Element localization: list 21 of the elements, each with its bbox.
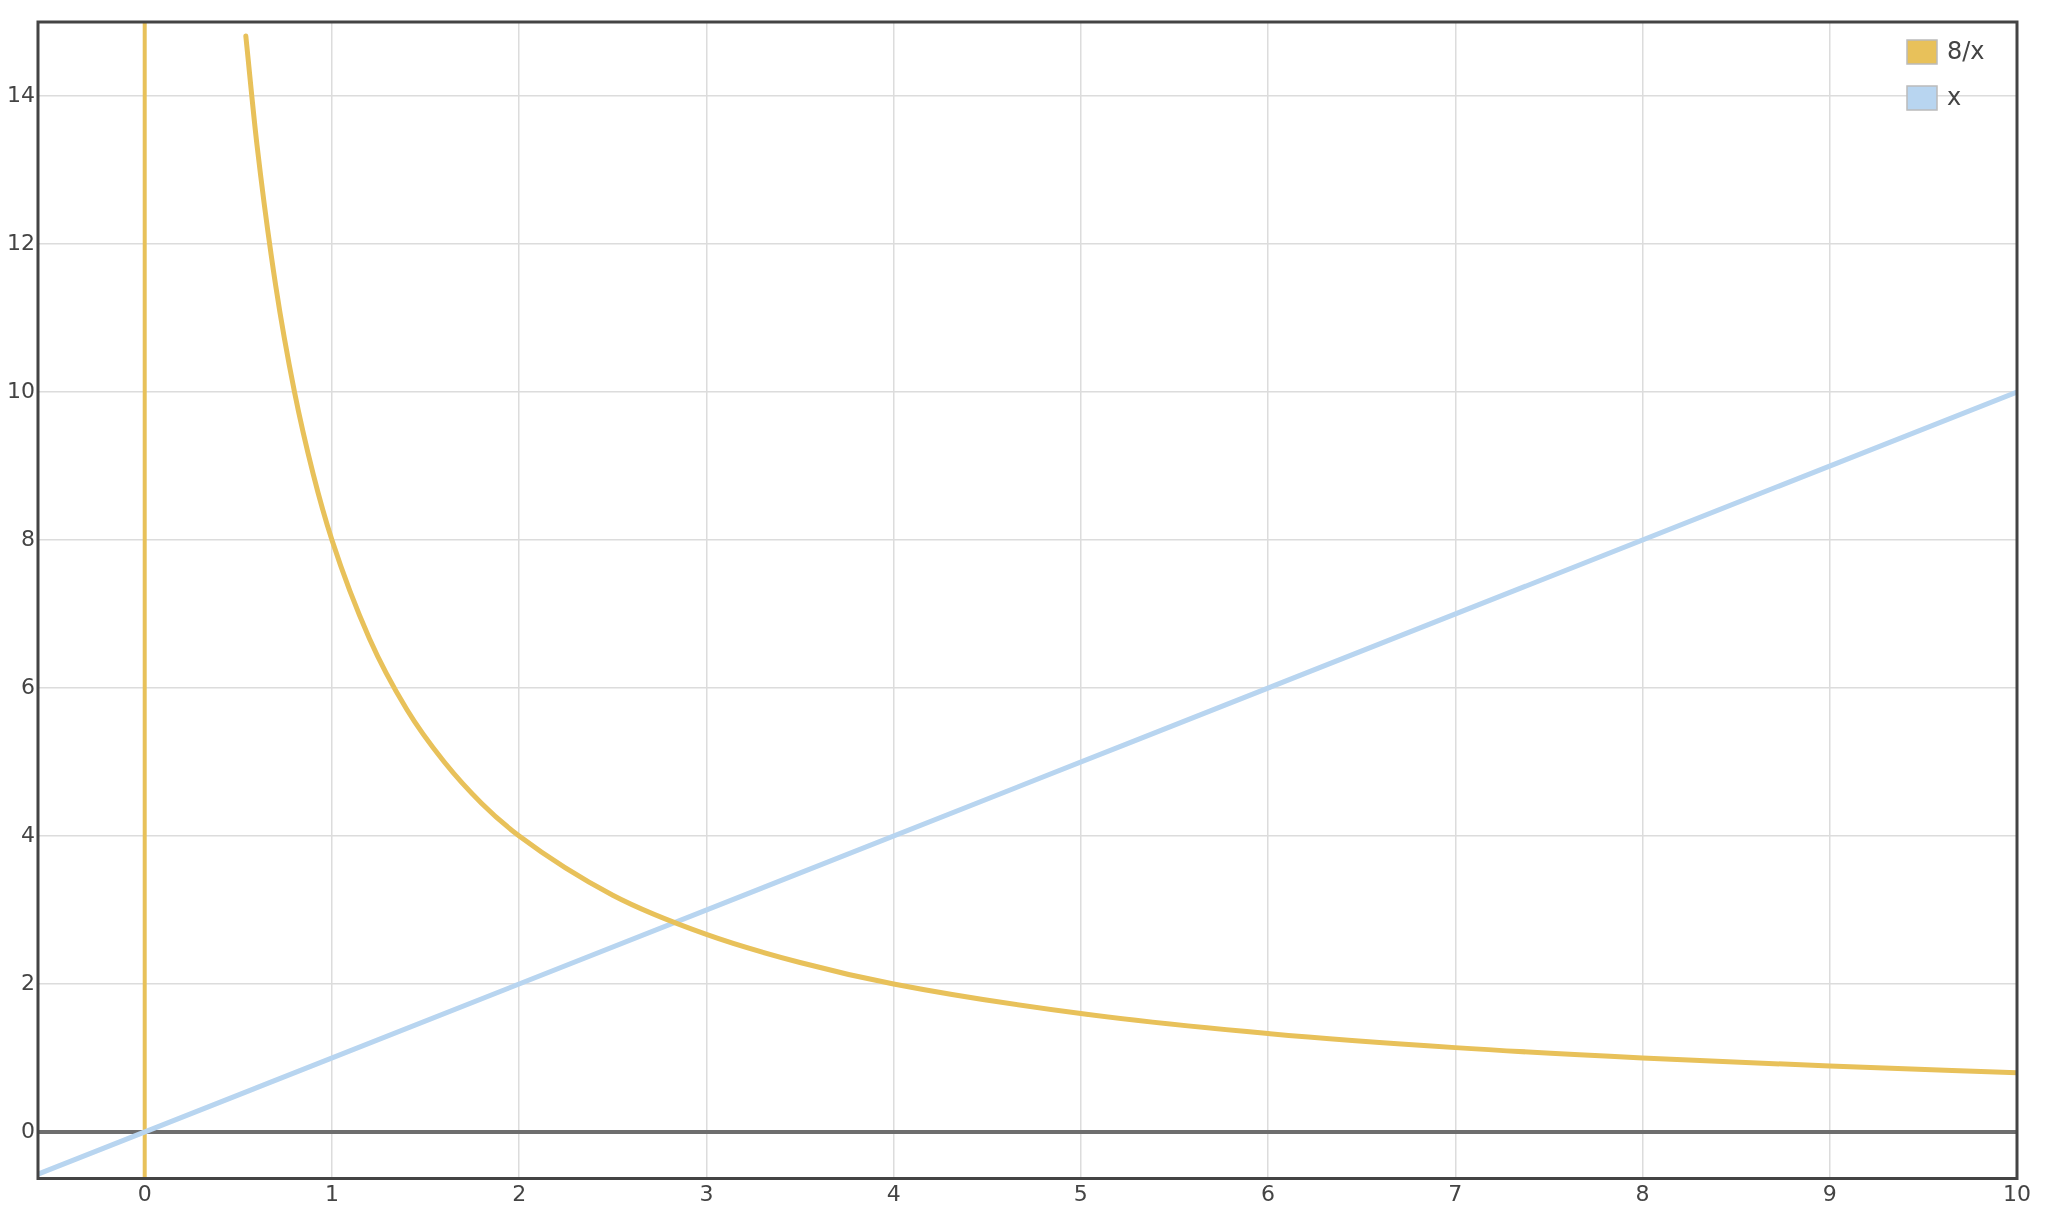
x-tick-label: 5 [1073, 1180, 1088, 1206]
y-tick-label: 12 [6, 229, 35, 255]
y-tick-label: 0 [20, 1117, 35, 1143]
x-tick-label: 7 [1448, 1180, 1463, 1206]
x-tick-label: 0 [137, 1180, 152, 1206]
legend-label: x [1947, 83, 1962, 112]
x-tick-label: 1 [324, 1180, 339, 1206]
y-tick-label: 14 [6, 81, 35, 107]
x-tick-label: 4 [886, 1180, 901, 1206]
x-tick-label: 9 [1822, 1180, 1837, 1206]
y-tick-label: 10 [6, 377, 35, 403]
x-tick-label: 6 [1261, 1180, 1276, 1206]
y-tick-label: 6 [20, 673, 35, 699]
y-tick-label: 8 [20, 525, 35, 551]
legend-label: 8/x [1947, 37, 1985, 66]
x-tick-label: 8 [1635, 1180, 1650, 1206]
x-tick-label: 3 [699, 1180, 714, 1206]
y-tick-label: 4 [20, 821, 35, 847]
x-tick-label: 10 [2003, 1180, 2031, 1206]
y-tick-label: 2 [20, 969, 35, 995]
x-tick-label: 2 [512, 1180, 527, 1206]
